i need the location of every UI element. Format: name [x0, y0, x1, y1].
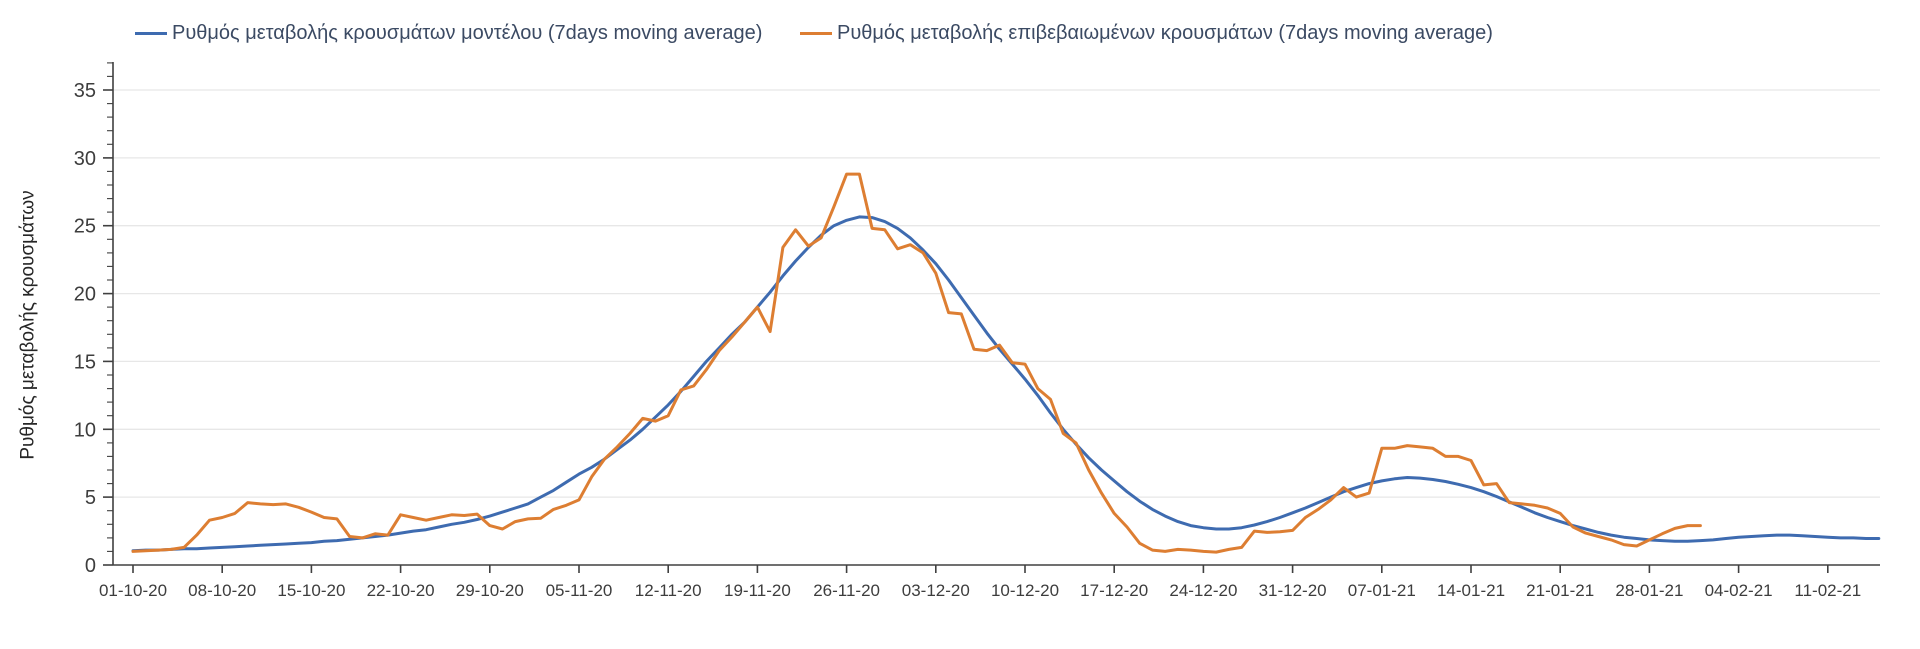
y-tick-label-5: 5: [85, 487, 96, 509]
x-tick-label-29-10-20: 29-10-20: [456, 581, 524, 600]
x-tick-label-17-12-20: 17-12-20: [1080, 581, 1148, 600]
y-tick-label-20: 20: [74, 284, 96, 306]
x-tick-label-12-11-20: 12-11-20: [635, 581, 702, 600]
series-line-model: [131, 215, 1881, 553]
x-tick-label-01-10-20: 01-10-20: [99, 581, 167, 600]
x-tick-label-31-12-20: 31-12-20: [1259, 581, 1327, 600]
x-tick-label-07-01-21: 07-01-21: [1348, 581, 1416, 600]
y-tick-label-30: 30: [74, 148, 96, 170]
y-axis-title: Ρυθμός μεταβολής κρουσμάτων: [18, 189, 40, 460]
legend-label-confirmed: Ρυθμός μεταβολής επιβεβαιωμένων κρουσμάτ…: [837, 22, 1493, 44]
x-tick-label-15-10-20: 15-10-20: [277, 581, 345, 600]
x-tick-label-28-01-21: 28-01-21: [1615, 581, 1683, 600]
legend-item-confirmed[interactable]: Ρυθμός μεταβολής επιβεβαιωμένων κρουσμάτ…: [800, 22, 1493, 45]
x-tick-label-11-02-21: 11-02-21: [1794, 581, 1861, 600]
x-tick-label-04-02-21: 04-02-21: [1705, 581, 1773, 600]
x-tick-label-24-12-20: 24-12-20: [1169, 581, 1237, 600]
y-tick-label-15: 15: [74, 351, 96, 373]
x-tick-label-03-12-20: 03-12-20: [902, 581, 970, 600]
y-tick-label-10: 10: [74, 419, 96, 441]
legend-line-swatch-model-icon: [135, 32, 167, 35]
legend-item-model[interactable]: Ρυθμός μεταβολής κρουσμάτων μοντέλου (7d…: [135, 22, 762, 45]
x-tick-label-08-10-20: 08-10-20: [188, 581, 256, 600]
series-line-confirmed: [131, 172, 1702, 554]
y-tick-label-35: 35: [74, 80, 96, 102]
y-tick-label-0: 0: [85, 555, 96, 577]
x-tick-label-19-11-20: 19-11-20: [724, 581, 791, 600]
y-tick-label-25: 25: [74, 216, 96, 238]
y-axis-title-wrap: Ρυθμός μεταβολής κρουσμάτων: [14, 0, 44, 649]
chart-legend: Ρυθμός μεταβολής κρουσμάτων μοντέλου (7d…: [0, 22, 1920, 52]
x-tick-label-22-10-20: 22-10-20: [367, 581, 435, 600]
x-tick-label-05-11-20: 05-11-20: [546, 581, 613, 600]
x-tick-label-14-01-21: 14-01-21: [1437, 581, 1505, 600]
x-tick-label-21-01-21: 21-01-21: [1526, 581, 1594, 600]
x-tick-label-10-12-20: 10-12-20: [991, 581, 1059, 600]
legend-label-model: Ρυθμός μεταβολής κρουσμάτων μοντέλου (7d…: [172, 22, 763, 44]
legend-line-swatch-confirmed-icon: [800, 32, 832, 35]
x-tick-label-26-11-20: 26-11-20: [813, 581, 880, 600]
